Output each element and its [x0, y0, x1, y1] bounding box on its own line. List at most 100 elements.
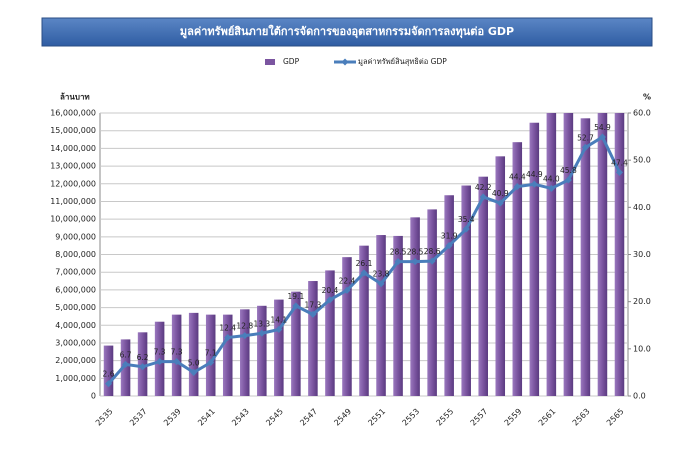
point	[479, 193, 487, 201]
point	[377, 280, 385, 288]
y-tick-label: 0	[91, 392, 96, 401]
data-label: 26.1	[356, 259, 373, 268]
bar	[222, 314, 233, 396]
data-label: 47.4	[611, 158, 628, 167]
y-tick-label: 7,000,000	[55, 268, 96, 277]
bar	[444, 195, 454, 396]
x-tick-label: 2553	[401, 407, 422, 428]
data-label: 20.4	[322, 286, 339, 295]
bar	[512, 142, 523, 396]
data-label: 23.8	[373, 270, 390, 279]
bar	[393, 235, 403, 396]
y-tick-label: 9,000,000	[55, 232, 96, 241]
data-label: 40.9	[492, 189, 509, 198]
y-tick-label: 8,000,000	[55, 250, 96, 259]
point	[156, 358, 164, 366]
legend-label: GDP	[283, 57, 300, 66]
bar	[205, 314, 216, 396]
data-label: 28.6	[424, 247, 441, 256]
data-label: 6.2	[137, 353, 149, 362]
legend-swatch	[341, 58, 349, 66]
bar	[580, 118, 591, 396]
x-tick-label: 2557	[469, 407, 490, 428]
bar	[597, 113, 608, 396]
data-label: 5.0	[188, 358, 200, 367]
point	[207, 358, 215, 367]
data-label: 35.4	[458, 215, 475, 224]
data-label: 12.4	[219, 324, 236, 333]
bar	[529, 122, 540, 396]
data-label: 52.7	[577, 133, 594, 142]
data-label: 44.0	[543, 174, 560, 183]
bar	[563, 113, 574, 396]
x-tick-label: 2555	[435, 407, 456, 428]
y2-tick-label: 10.0	[633, 344, 651, 353]
bar	[359, 245, 369, 396]
point	[615, 168, 624, 176]
data-label: 14.1	[270, 315, 287, 324]
point	[275, 325, 283, 334]
data-label: 42.2	[475, 183, 492, 192]
y2-tick-label: 40.0	[633, 203, 651, 212]
bar	[291, 291, 301, 396]
bar	[546, 113, 557, 396]
x-tick-label: 2535	[94, 407, 115, 428]
x-tick-label: 2549	[332, 407, 353, 428]
data-label: 28.5	[390, 248, 407, 257]
y2-axis-label: %	[643, 93, 651, 102]
y2-tick-label: 0.0	[633, 392, 646, 401]
x-tick-label: 2563	[571, 407, 592, 428]
point	[598, 133, 606, 141]
x-tick-label: 2543	[230, 407, 251, 428]
bar	[240, 309, 250, 396]
data-label: 2.6	[103, 370, 115, 379]
data-label: 7.1	[205, 349, 217, 358]
data-label: 7.3	[154, 348, 166, 357]
point	[122, 360, 130, 368]
x-tick-label: 2561	[537, 407, 558, 428]
y-tick-label: 1,000,000	[55, 374, 96, 383]
point	[360, 269, 368, 277]
data-label: 28.5	[407, 248, 424, 257]
data-label: 17.3	[305, 300, 322, 309]
x-tick-label: 2547	[298, 407, 319, 428]
point	[241, 332, 249, 340]
bar	[257, 305, 267, 396]
bar	[274, 299, 284, 396]
x-tick-label: 2559	[503, 407, 524, 428]
data-label: 13.3	[253, 319, 270, 328]
bar	[103, 345, 114, 396]
legend-swatch	[265, 59, 275, 65]
point	[428, 257, 436, 265]
bar	[478, 176, 488, 396]
data-label: 45.8	[560, 166, 577, 175]
data-label: 22.4	[339, 276, 356, 285]
y-tick-label: 6,000,000	[55, 285, 96, 294]
point	[547, 184, 555, 193]
bar	[376, 235, 386, 396]
y-tick-label: 3,000,000	[55, 338, 96, 347]
legend-label: มูลค่าทรัพย์สินสุทธิต่อ GDP	[358, 57, 447, 66]
x-tick-label: 2541	[196, 407, 217, 428]
data-label: 12.8	[236, 322, 253, 331]
point	[139, 363, 147, 371]
chart-title: มูลค่าทรัพย์สินภายใต้การจัดการของอุตสาหก…	[180, 24, 514, 39]
point	[326, 296, 334, 304]
y2-tick-label: 30.0	[633, 250, 651, 259]
data-label: 44.9	[526, 170, 543, 179]
y-tick-label: 15,000,000	[50, 126, 96, 135]
point	[343, 286, 351, 294]
point	[190, 368, 198, 376]
point	[411, 258, 419, 266]
point	[224, 333, 232, 342]
bar	[614, 113, 625, 396]
x-tick-label: 2537	[128, 407, 149, 428]
point	[258, 329, 266, 337]
bars	[103, 113, 625, 396]
y-tick-label: 5,000,000	[55, 303, 96, 312]
y2-tick-label: 20.0	[633, 297, 651, 306]
x-tick-label: 2545	[264, 407, 285, 428]
bar	[188, 312, 199, 396]
point	[309, 310, 317, 318]
